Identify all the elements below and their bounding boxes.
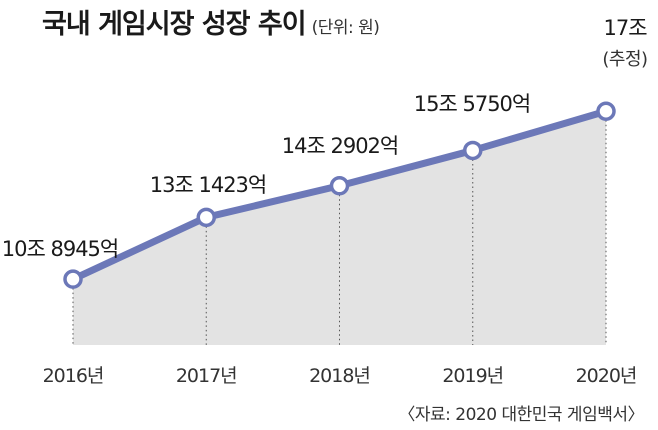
data-point bbox=[596, 101, 616, 121]
data-point bbox=[196, 207, 216, 228]
chart-title: 국내 게임시장 성장 추이 bbox=[42, 9, 307, 40]
title-block: 국내 게임시장 성장 추이 (단위: 원) bbox=[42, 2, 380, 41]
data-sublabel: (추정) bbox=[602, 49, 647, 70]
data-label: 10조 8945억 bbox=[2, 237, 118, 261]
x-tick-label: 2020년 bbox=[576, 365, 637, 387]
x-tick-label: 2018년 bbox=[309, 365, 370, 387]
data-label: 17조 bbox=[603, 16, 647, 40]
tick-layer: 2016년 2017년 2018년 2019년 2020년 bbox=[43, 365, 638, 387]
data-point bbox=[63, 269, 83, 289]
x-tick-label: 2019년 bbox=[442, 365, 503, 387]
x-tick-label: 2016년 bbox=[43, 365, 104, 387]
guide-layer bbox=[72, 120, 607, 345]
label-layer: 10조 8945억 13조 1423억 14조 2902억 15조 5750억 17조 (… bbox=[2, 16, 648, 261]
x-tick-label: 2017년 bbox=[176, 365, 237, 387]
data-label: 13조 1423억 bbox=[150, 173, 266, 197]
marker-layer bbox=[63, 101, 616, 289]
data-point bbox=[463, 140, 483, 161]
unit-label: (단위: 원) bbox=[311, 18, 380, 38]
data-label: 14조 2902억 bbox=[282, 134, 398, 158]
source-note: 〈자료: 2020 대한민국 게임백서〉 bbox=[398, 405, 644, 425]
data-point bbox=[329, 176, 350, 196]
data-label: 15조 5750억 bbox=[414, 92, 530, 116]
